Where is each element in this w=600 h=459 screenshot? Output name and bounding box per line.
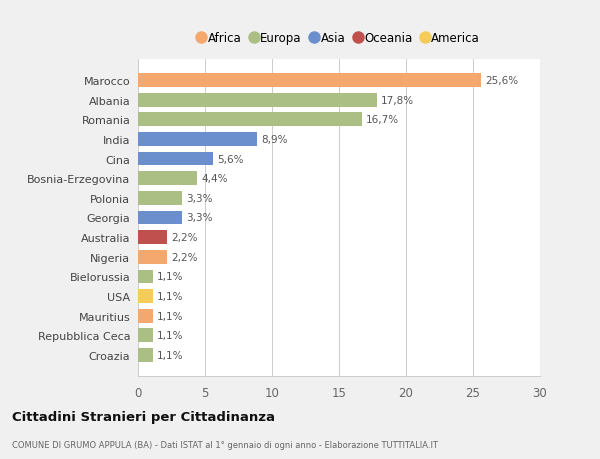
Bar [138,133,257,146]
Bar [138,211,182,225]
Bar [138,250,167,264]
Bar [138,191,182,205]
Text: 8,9%: 8,9% [261,134,288,145]
Text: 1,1%: 1,1% [157,350,183,360]
Text: 1,1%: 1,1% [157,311,183,321]
Text: 1,1%: 1,1% [157,272,183,282]
Text: 3,3%: 3,3% [186,213,213,223]
Bar [138,152,213,166]
Bar [138,309,153,323]
Text: COMUNE DI GRUMO APPULA (BA) - Dati ISTAT al 1° gennaio di ogni anno - Elaborazio: COMUNE DI GRUMO APPULA (BA) - Dati ISTAT… [12,441,438,449]
Text: 5,6%: 5,6% [217,154,244,164]
Text: 4,4%: 4,4% [201,174,227,184]
Text: Cittadini Stranieri per Cittadinanza: Cittadini Stranieri per Cittadinanza [12,410,275,423]
Bar [138,329,153,342]
Legend: Africa, Europa, Asia, Oceania, America: Africa, Europa, Asia, Oceania, America [193,28,485,50]
Text: 2,2%: 2,2% [172,252,198,262]
Bar [138,348,153,362]
Text: 1,1%: 1,1% [157,291,183,302]
Text: 25,6%: 25,6% [485,76,518,86]
Bar [138,290,153,303]
Text: 2,2%: 2,2% [172,233,198,243]
Bar [138,270,153,284]
Bar [138,94,377,107]
Text: 16,7%: 16,7% [366,115,399,125]
Text: 3,3%: 3,3% [186,193,213,203]
Bar [138,172,197,186]
Bar [138,74,481,88]
Text: 1,1%: 1,1% [157,330,183,341]
Bar [138,113,362,127]
Text: 17,8%: 17,8% [380,95,413,106]
Bar [138,231,167,245]
